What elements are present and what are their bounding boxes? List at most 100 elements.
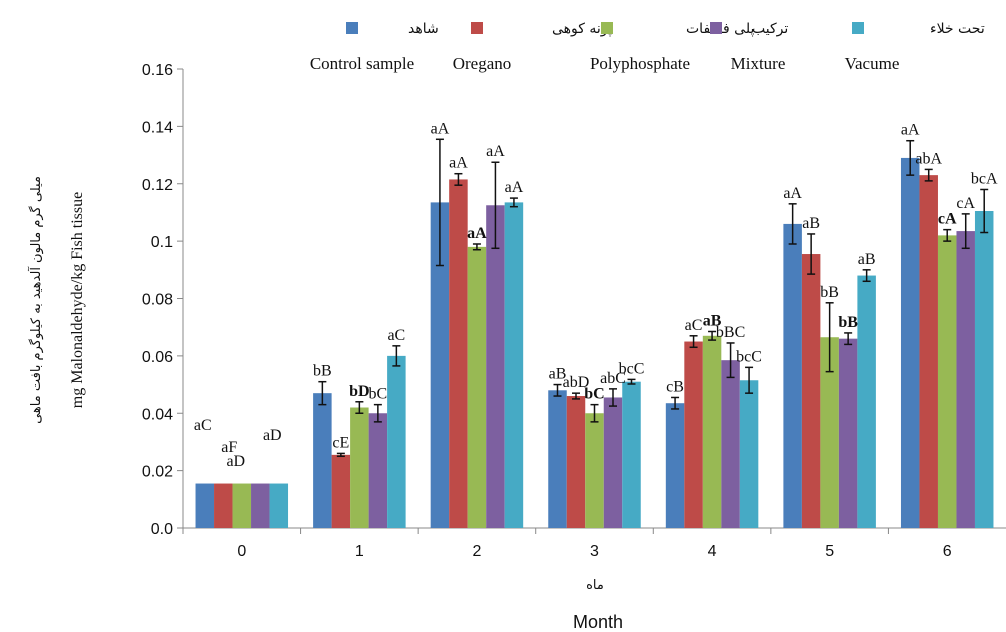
bar xyxy=(430,202,450,528)
bar-label: abD xyxy=(563,374,590,391)
bar-label: bD xyxy=(349,383,369,400)
x-tick-label: 4 xyxy=(708,543,717,560)
bar xyxy=(368,413,388,528)
y-tick-label: 0.16 xyxy=(142,62,173,79)
y-tick-label: 0.02 xyxy=(142,464,173,481)
legend-label: Vacume xyxy=(845,54,900,73)
bar xyxy=(195,483,215,528)
bar-label: aA xyxy=(505,179,524,196)
bar xyxy=(603,397,623,528)
bar xyxy=(269,483,289,528)
bar xyxy=(783,223,802,528)
bar xyxy=(937,235,957,528)
bar-label: cA xyxy=(938,211,957,228)
legend-label: Polyphosphate xyxy=(590,54,690,73)
legend-swatch xyxy=(710,22,722,34)
legend-swatch xyxy=(346,22,358,34)
bar xyxy=(801,254,821,529)
legend-label: Mixture xyxy=(731,54,786,73)
bar xyxy=(387,355,406,528)
bar-label: aB xyxy=(703,312,722,329)
bar xyxy=(974,211,994,529)
x-axis-title-fa: ماه xyxy=(586,578,604,593)
y-tick-label: 0.08 xyxy=(142,292,173,309)
bar xyxy=(467,246,487,529)
x-tick-label: 1 xyxy=(355,543,364,560)
bar xyxy=(486,205,505,528)
bar xyxy=(919,175,938,529)
y-tick-label: 0.04 xyxy=(142,406,173,423)
bar-label: aA xyxy=(486,143,505,160)
bar-label: cA xyxy=(956,195,975,212)
bar-label: bB xyxy=(820,284,839,301)
legend-swatch xyxy=(601,22,613,34)
y-tick-label: 0.0 xyxy=(151,521,173,538)
bar xyxy=(251,483,270,528)
x-tick-label: 0 xyxy=(237,543,246,560)
x-tick-label: 3 xyxy=(590,543,599,560)
bars xyxy=(195,138,994,529)
bar-label: aB xyxy=(858,251,876,268)
bar xyxy=(350,407,369,528)
bar-label: aB xyxy=(549,366,567,383)
legend-swatch xyxy=(852,22,864,34)
y-tick-label: 0.14 xyxy=(142,119,173,136)
legend-label-fa: پونه کوهی xyxy=(552,21,612,37)
bar-label: abA xyxy=(915,150,942,167)
bar-label: aA xyxy=(431,120,450,137)
bar xyxy=(313,393,332,528)
bar xyxy=(449,179,468,528)
bar xyxy=(585,413,604,528)
legend-label: Control sample xyxy=(310,54,414,73)
x-tick-label: 5 xyxy=(825,543,834,560)
legend-label: Oregano xyxy=(453,54,512,73)
bar-labels: aCaFaDaDbBcEbDbCaCaAaAaAaAaAaBabDbCabCbc… xyxy=(194,120,998,470)
bar-label: aD xyxy=(263,427,282,444)
bar xyxy=(900,157,920,528)
bar xyxy=(665,403,685,528)
bar-label: bB xyxy=(838,314,858,331)
bar-label: aA xyxy=(449,155,468,172)
bar xyxy=(566,396,586,528)
bar-label: aA xyxy=(467,225,487,242)
bar xyxy=(702,335,722,528)
bar xyxy=(232,483,252,528)
bar xyxy=(548,390,567,528)
bar-label: aC xyxy=(194,417,212,434)
bar-label: aA xyxy=(901,122,920,139)
legend-label-fa: ترکیب xyxy=(752,21,788,37)
legend-label-fa: تحت خلاء xyxy=(930,21,985,37)
y-tick-label: 0.12 xyxy=(142,177,173,194)
bar-label: aD xyxy=(226,453,245,470)
bar xyxy=(331,454,351,528)
bar-label: bcC xyxy=(736,348,762,365)
bar xyxy=(721,360,740,528)
bar xyxy=(622,381,641,528)
bar xyxy=(820,337,839,528)
bar-label: cE xyxy=(332,434,349,451)
bar-label: abC xyxy=(600,370,626,387)
y-tick-label: 0.1 xyxy=(151,234,173,251)
legend-swatch xyxy=(471,22,483,34)
bar xyxy=(739,380,759,528)
x-axis-title: Month xyxy=(573,612,623,632)
bar-label: bBC xyxy=(716,324,745,341)
bar xyxy=(838,338,858,528)
bar xyxy=(684,341,703,528)
bar-label: cB xyxy=(666,378,684,395)
bar-label: aA xyxy=(783,185,802,202)
bar xyxy=(214,483,233,528)
bar-label: bC xyxy=(369,386,388,403)
bar-label: aB xyxy=(802,215,820,232)
bar-label: aC xyxy=(387,327,405,344)
bar-label: aC xyxy=(685,317,703,334)
bar-label: bcA xyxy=(971,170,998,187)
bar-label: bcC xyxy=(619,360,645,377)
bar xyxy=(956,231,975,528)
x-tick-label: 2 xyxy=(472,543,481,560)
legend-label-fa: شاهد xyxy=(408,21,439,37)
bar xyxy=(504,202,524,528)
bar-label: bC xyxy=(584,386,604,403)
